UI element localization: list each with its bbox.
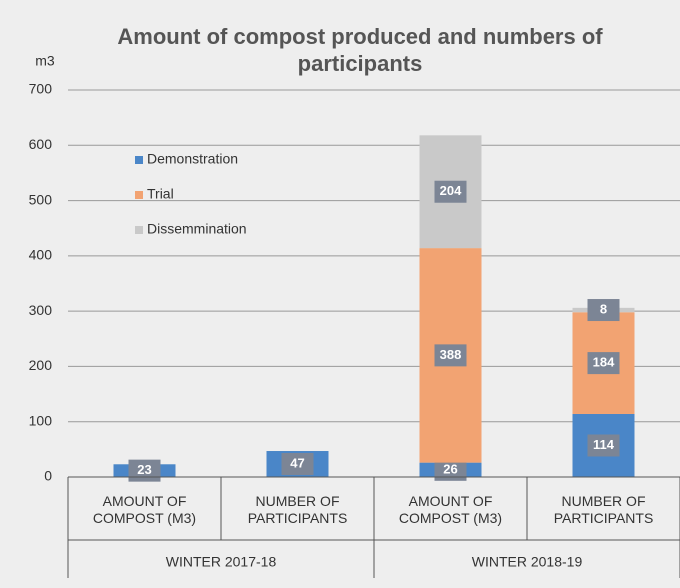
- group-label: WINTER 2018-19: [472, 554, 583, 570]
- legend-swatch: [135, 226, 143, 234]
- chart: m3 Amount of compost produced and number…: [0, 0, 680, 588]
- page: {"chart_data": { "type": "stacked_bar", …: [0, 0, 680, 588]
- y-tick-label: 700: [29, 81, 53, 97]
- chart-title-box: Amount of compost produced and numbers o…: [90, 10, 630, 90]
- x-tick-label: AMOUNT OF COMPOST (M3): [389, 481, 512, 539]
- x-tick-label-box: NUMBER OF PARTICIPANTS: [236, 481, 359, 539]
- legend-label: Demonstration: [147, 151, 238, 167]
- y-tick-label: 0: [44, 468, 52, 484]
- group-label: WINTER 2017-18: [166, 554, 277, 570]
- legend-swatch: [135, 156, 143, 164]
- y-tick-label: 500: [29, 191, 53, 207]
- x-tick-label: AMOUNT OF COMPOST (M3): [83, 481, 206, 539]
- legend-swatch: [135, 191, 143, 199]
- x-tick-label: NUMBER OF PARTICIPANTS: [542, 481, 665, 539]
- value-label: 388: [440, 347, 462, 362]
- legend-label: Trial: [147, 186, 174, 202]
- x-tick-label-box: AMOUNT OF COMPOST (M3): [389, 481, 512, 539]
- x-tick-label-box: AMOUNT OF COMPOST (M3): [83, 481, 206, 539]
- y-axis-label: m3: [35, 53, 55, 69]
- chart-title: Amount of compost produced and numbers o…: [90, 10, 630, 90]
- value-label: 23: [137, 462, 151, 477]
- y-tick-label: 300: [29, 302, 53, 318]
- x-tick-label-box: NUMBER OF PARTICIPANTS: [542, 481, 665, 539]
- value-label: 204: [440, 183, 462, 198]
- y-tick-label: 400: [29, 247, 53, 263]
- value-label: 47: [290, 455, 304, 470]
- y-tick-label: 100: [29, 412, 53, 428]
- legend-label: Dissemmination: [147, 221, 247, 237]
- value-label: 26: [443, 461, 457, 476]
- value-label: 184: [593, 355, 615, 370]
- y-tick-label: 600: [29, 136, 53, 152]
- y-tick-label: 200: [29, 357, 53, 373]
- value-label: 8: [600, 301, 607, 316]
- x-tick-label: NUMBER OF PARTICIPANTS: [236, 481, 359, 539]
- value-label: 114: [593, 437, 615, 452]
